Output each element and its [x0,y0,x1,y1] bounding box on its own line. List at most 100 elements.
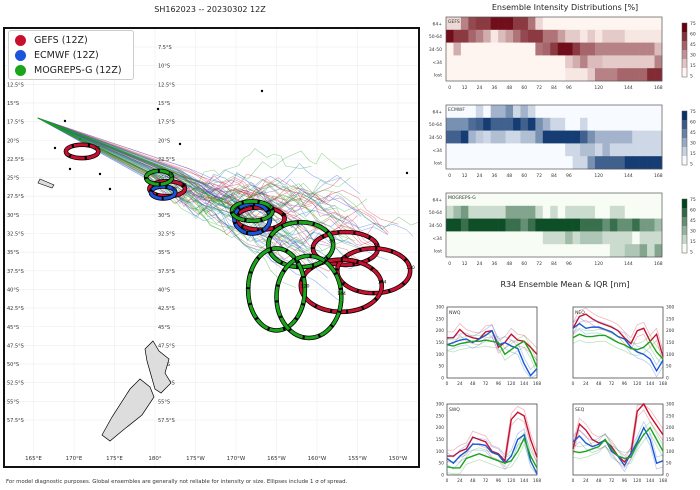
heat-cell [565,42,573,56]
heat-cell [535,68,544,82]
heat-cell [505,244,514,258]
iqr-upper-mogreps-g [446,333,538,362]
heat-cell [647,143,655,157]
x-tick-label: 0 [446,478,449,484]
ellipse-mogreps-g [230,199,274,223]
heat-cell [602,156,611,170]
row-label: <34 [433,236,443,242]
heat-cell [468,29,477,43]
heat-cell [587,156,596,170]
heat-cell [460,218,469,232]
heat-cell [505,117,514,131]
heat-cell [647,244,655,258]
heat-cell [609,55,618,69]
iqr-lower-mogreps-g [572,432,664,465]
heat-cell [520,218,529,232]
y-tick-label: 250 [436,316,444,322]
heat-cell [535,193,544,207]
heat-cell [654,55,663,69]
heat-cell [483,105,491,119]
heat-cell [572,130,581,144]
heat-cell [490,55,499,69]
heat-cell [617,130,626,144]
heat-cell [632,42,640,56]
iqr-lower-mogreps-g [572,339,664,366]
colorbar-segment [682,156,687,165]
x-tick-label: 24 [477,173,483,179]
colorbar-tick: 30 [690,141,696,147]
heat-cell [535,205,544,219]
heat-cell [468,244,477,258]
heat-cell [602,17,611,31]
heat-cell [460,55,469,69]
heat-cell [453,244,462,258]
colorbar-segment [682,59,687,68]
plot-frame [572,403,664,476]
row-label: lost [434,249,442,255]
heat-cell [580,143,588,157]
heatmap-frame [445,104,663,170]
heat-cell [453,218,462,232]
heat-cell [572,244,581,258]
heat-cell [557,244,566,258]
heat-cell [587,68,596,82]
heat-cell [446,105,454,119]
lat-edge-label: 57.5°S [7,418,24,424]
heat-cell [446,29,454,43]
heat-cell [557,156,566,170]
heat-cell [550,42,559,56]
heat-cell [527,218,536,232]
heat-cell [654,218,663,232]
row-label: <34 [433,60,443,66]
colorbar-segment [682,23,687,32]
lat-tick-label: 40°S [158,287,170,293]
lat-tick-label: 35°S [158,250,170,256]
heat-cell [453,105,462,119]
heat-cell [475,156,484,170]
x-tick-label: 120 [594,85,603,91]
heat-cell [565,156,573,170]
legend-ecmwf: ECMWF (12Z) [15,48,99,63]
lon-tick-label: 155°W [348,456,367,462]
heat-cell [654,193,663,207]
legend-label: GEFS (12Z) [34,35,88,46]
heat-cell [647,68,655,82]
lat-tick-label: 37.5°S [158,269,175,275]
heat-cell [617,29,626,43]
heat-cell [624,105,633,119]
x-tick-label: 48 [470,381,476,387]
heat-cell [468,130,477,144]
heat-cell [505,231,514,245]
track-mogreps-g [37,117,368,212]
x-tick-label: 0 [446,381,449,387]
heat-cell [624,156,633,170]
heat-cell [557,55,566,69]
row-label: 50-64 [429,210,442,216]
heatmap-frame [445,16,663,82]
iqr-upper-ecmwf [446,428,538,469]
r34-title: R34 Ensemble Mean & IQR [nm] [500,280,630,289]
heat-cell [654,143,663,157]
y-tick-label: 50 [439,461,445,467]
heat-cell [565,105,573,119]
track-gefs [37,117,389,235]
heat-cell [513,130,521,144]
heat-cell [572,193,581,207]
colorbar-segment [682,244,687,253]
colorbar-tick: 45 [690,42,696,48]
colorbar-segment [682,111,687,120]
heat-cell [580,55,588,69]
heat-cell [446,55,454,69]
heat-cell [460,244,469,258]
track-ecmwf [37,117,362,217]
heat-cell [446,117,454,131]
y-tick-label: 200 [436,328,444,334]
heat-cell [513,143,521,157]
heat-cell [602,205,611,219]
heat-cell [483,193,491,207]
track-gefs [37,117,332,221]
track-ecmwf [37,117,414,237]
map-legend: GEFS (12Z) ECMWF (12Z) MOGREPS-G (12Z) [8,30,134,80]
heat-cell [513,244,521,258]
